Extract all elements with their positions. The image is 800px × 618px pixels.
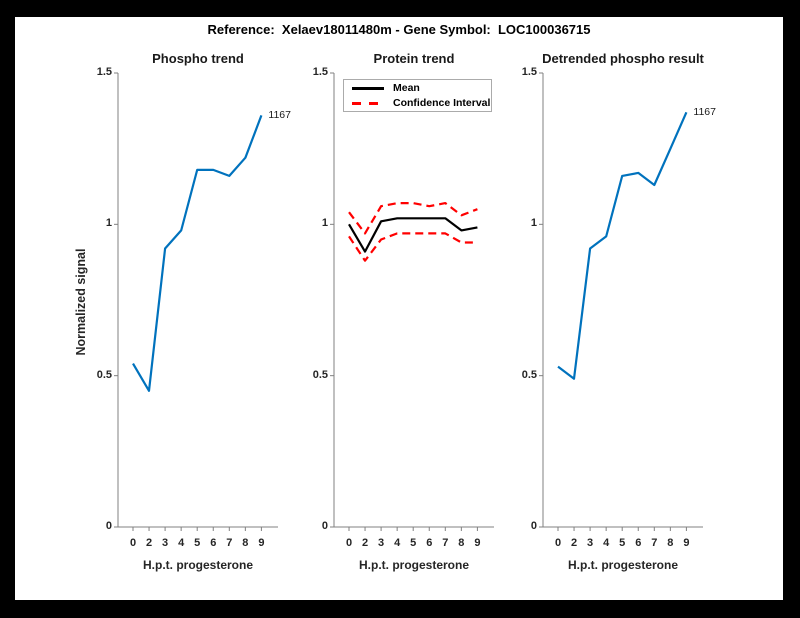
y-tick-label: 1.5 [521,66,537,78]
detrended-phospho-plot-area [539,72,703,531]
legend-label: Mean [393,82,420,94]
series-end-label: 1167 [693,106,716,119]
x-tick-label: 5 [619,537,626,549]
y-tick-label: 1 [321,217,328,230]
x-tick-label: 3 [587,537,594,549]
y-tick-label: 0 [530,520,537,532]
y-tick-label: 1 [105,217,112,230]
x-tick-label: 8 [458,537,465,549]
y-tick-label: 0.5 [96,368,112,381]
x-tick-label: 8 [242,537,249,549]
x-tick-label: 3 [378,537,385,549]
y-tick-label: 1 [530,217,537,230]
x-tick-label: 0 [554,537,562,549]
x-tick-label: 8 [667,537,674,549]
protein-trend-plot-area [330,72,494,531]
x-tick-label: 0 [345,537,353,549]
y-tick-label: 0.5 [312,368,328,381]
x-tick-label: 5 [410,537,417,549]
x-tick-label: 4 [394,537,401,549]
legend-entry-mean: Mean [344,81,491,95]
y-tick-label: 1.5 [312,66,328,78]
figure-title: Reference: Xelaev18011480m - Gene Symbol… [207,22,591,37]
series-line-detrended-phospho-signal [557,111,688,380]
subplot-title: Protein trend [373,51,455,66]
legend-mean-line-sample [352,86,384,90]
x-tick-label: 6 [426,537,433,549]
x-tick-label: 9 [683,537,690,549]
x-tick-label: 9 [258,537,265,549]
legend-label: Confidence Interval [393,97,491,109]
x-tick-label: 0 [129,537,137,549]
x-tick-label: 4 [603,537,610,549]
x-tick-label: 9 [474,537,481,549]
y-tick-label: 1.5 [96,66,112,78]
x-tick-label: 2 [570,537,578,549]
x-tick-label: 7 [442,537,449,549]
x-tick-label: 2 [361,537,369,549]
x-tick-label: 7 [226,537,233,549]
series-end-label: 1167 [268,109,291,122]
x-axis-label: H.p.t. progesterone [567,558,678,572]
series-line-confidence-interval-lower [348,232,478,262]
figure-canvas: Reference: Xelaev18011480m - Gene Symbol… [15,17,783,600]
legend-ci-line-sample [352,101,384,105]
x-tick-label: 6 [635,537,642,549]
series-line-phospho-signal [132,115,263,392]
y-tick-label: 0 [105,520,112,532]
subplot-title: Phospho trend [152,51,244,66]
legend-entry-confidence-interval: Confidence Interval [344,96,491,110]
series-line-mean [348,217,478,253]
x-tick-label: 2 [145,537,153,549]
subplot-title: Detrended phospho result [542,51,704,66]
x-tick-label: 6 [210,537,217,549]
phospho-trend-plot-area [114,72,278,531]
y-tick-label: 0 [321,520,328,532]
legend: Mean Confidence Interval [343,79,492,112]
x-tick-label: 5 [194,537,201,549]
x-tick-label: 4 [178,537,185,549]
x-axis-label: H.p.t. progesterone [358,558,469,572]
y-axis-label: Normalized signal [74,248,88,356]
x-axis-label: H.p.t. progesterone [142,558,253,572]
series-line-confidence-interval-upper [348,202,478,235]
x-tick-label: 7 [651,537,658,549]
x-tick-label: 3 [162,537,169,549]
y-tick-label: 0.5 [521,368,537,381]
